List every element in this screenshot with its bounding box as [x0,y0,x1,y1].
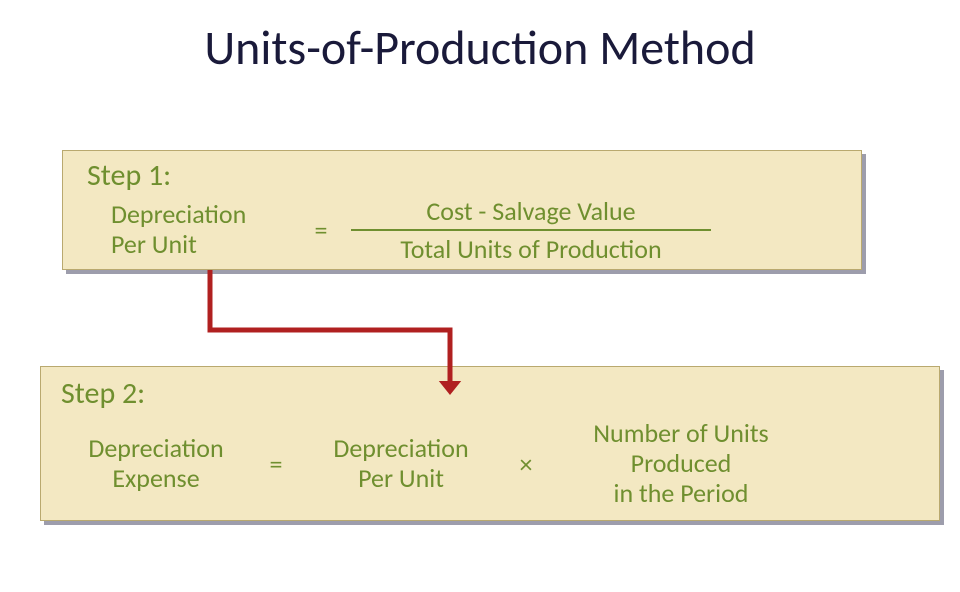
step2-rhs-line2: Produced [551,449,811,479]
step1-formula: Depreciation Per Unit = Cost - Salvage V… [111,195,841,265]
page-title: Units-of-Production Method [0,0,960,77]
step2-rhs-line3: in the Period [551,479,811,509]
step2-rhs-line1: Number of Units [551,419,811,449]
step2-label: Step 2: [61,375,145,412]
step1-label: Step 1: [87,157,171,194]
step2-formula: Depreciation Expense = Depreciation Per … [61,419,931,509]
step1-denominator: Total Units of Production [400,231,661,265]
step2-box: Step 2: Depreciation Expense = Depreciat… [40,366,940,521]
step2-times: × [501,448,551,480]
step1-lhs-line2: Per Unit [111,230,291,260]
step2-mid-line2: Per Unit [301,464,501,494]
step1-lhs-line1: Depreciation [111,200,291,230]
step2-mid-line1: Depreciation [301,434,501,464]
step1-lhs: Depreciation Per Unit [111,200,291,260]
step1-box: Step 1: Depreciation Per Unit = Cost - S… [62,150,862,270]
step2-equals: = [251,448,301,480]
step2-lhs-line2: Expense [61,464,251,494]
step2-mid: Depreciation Per Unit [301,434,501,494]
step2-lhs: Depreciation Expense [61,434,251,494]
step1-equals: = [291,214,351,246]
step2-lhs-line1: Depreciation [61,434,251,464]
step2-rhs: Number of Units Produced in the Period [551,419,811,509]
step1-fraction: Cost - Salvage Value Total Units of Prod… [351,195,711,265]
step1-numerator: Cost - Salvage Value [351,195,711,231]
